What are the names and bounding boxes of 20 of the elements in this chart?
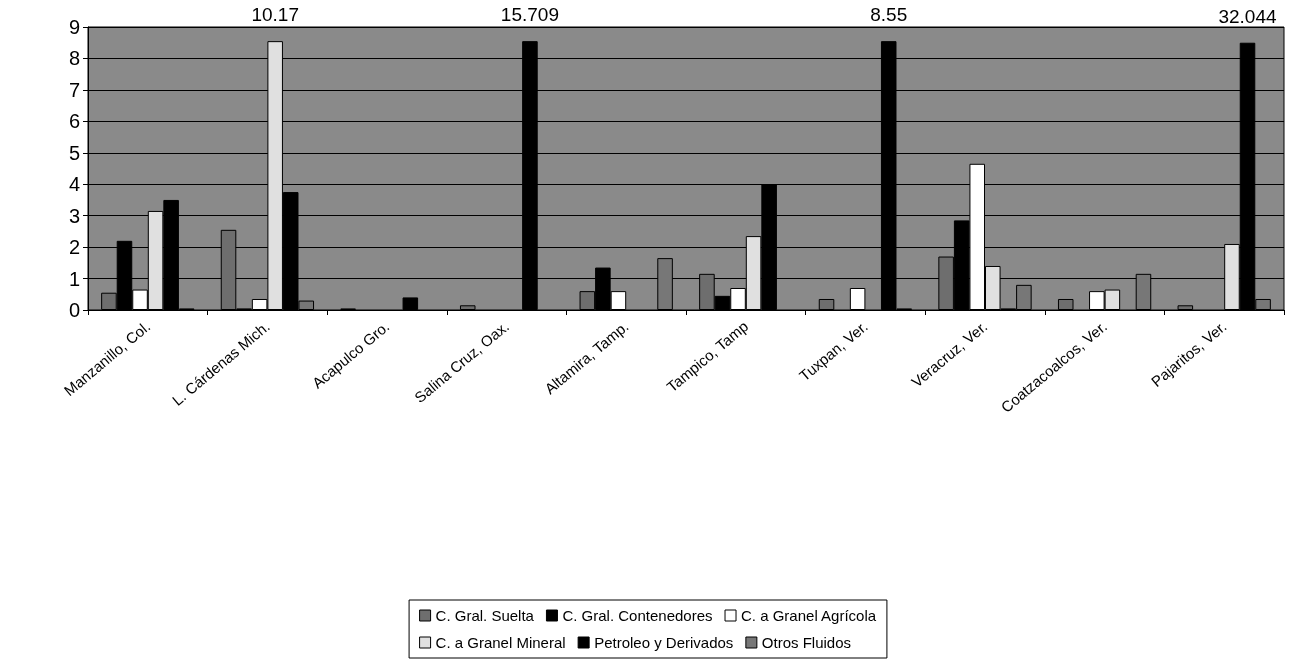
y-tick-label: 8	[68, 47, 80, 70]
y-tick-label: 6	[68, 110, 80, 133]
y-tick-label: 0	[68, 299, 80, 321]
y-tick-label: 4	[68, 173, 80, 196]
legend-label: C. a Granel Mineral	[435, 634, 566, 651]
text: 10.17	[251, 4, 299, 26]
y-tick-label: 7	[68, 78, 80, 101]
y-tick-label: 2	[68, 236, 80, 259]
text: 32.044	[1218, 5, 1278, 27]
y-tick-label: 5	[68, 141, 80, 164]
y-tick-label: 1	[68, 267, 80, 290]
legend-label: C. Gral. Suelta	[435, 607, 535, 624]
y-tick-label: 3	[68, 204, 80, 227]
legend-label: C. Gral. Contenedores	[562, 607, 713, 624]
legend-label: C. a Granel Agrícola	[741, 607, 877, 624]
legend-label: Petroleo y Derivados	[594, 634, 734, 651]
legend-label: Otros Fluidos	[761, 634, 852, 651]
text: 15.709	[500, 4, 559, 26]
y-tick-label: 9	[68, 16, 80, 38]
text: 8.55	[870, 4, 908, 26]
